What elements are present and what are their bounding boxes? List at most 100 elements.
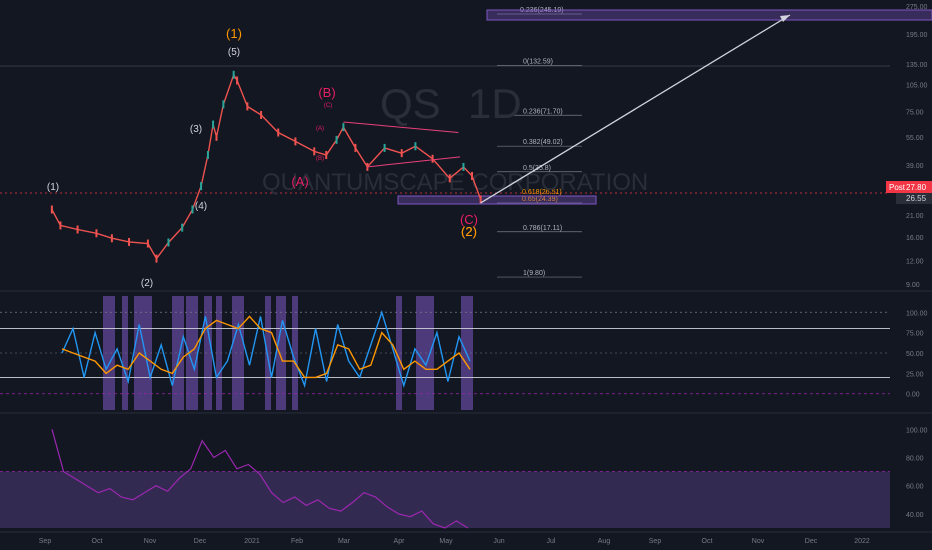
wave-label: (5) — [228, 47, 240, 58]
time-tick-label: Apr — [394, 538, 406, 545]
price-series — [50, 70, 482, 263]
time-tick-label: 2021 — [244, 538, 260, 545]
price-tick-label: 21.00 — [906, 213, 924, 220]
candle — [260, 110, 263, 119]
candle — [167, 238, 170, 247]
time-tick-label: Dec — [805, 538, 818, 545]
indicator-tick-label: 100.00 — [906, 427, 928, 434]
signal-band — [103, 296, 115, 410]
candle — [354, 143, 357, 152]
projection-arrowhead — [780, 15, 790, 22]
time-tick-label: Aug — [598, 538, 611, 545]
candle — [325, 150, 328, 159]
candle — [294, 137, 297, 146]
candle — [155, 254, 158, 263]
signal-band — [204, 296, 212, 410]
candle — [414, 142, 417, 151]
indicator-tick-label: 60.00 — [906, 484, 924, 491]
candle — [222, 100, 225, 109]
time-tick-label: Sep — [39, 538, 52, 545]
triangle-upper — [343, 121, 459, 134]
price-tick-label: 195.00 — [906, 32, 928, 39]
candle — [335, 135, 338, 144]
price-tick-label: 9.00 — [906, 282, 920, 289]
price-tick-label: 105.00 — [906, 82, 928, 89]
candle — [110, 234, 113, 243]
wave-label: (A) — [291, 174, 308, 189]
last-price: 26.55 — [906, 194, 927, 203]
wave-label: (2) — [141, 278, 153, 289]
target-zone — [486, 9, 932, 21]
wave-label: (C) — [460, 212, 478, 227]
candle — [342, 123, 345, 132]
candle — [191, 205, 194, 214]
fib-label: 0.382(49.02) — [523, 139, 563, 146]
candle — [246, 102, 249, 111]
indicator-tick-label: 80.00 — [906, 455, 924, 462]
sub-wave-label: (A) — [316, 126, 324, 132]
candle — [212, 120, 215, 129]
fib-label: 0.618(26.51) — [522, 189, 562, 196]
time-tick-label: 2022 — [854, 538, 870, 545]
oscillator-pane[interactable]: 100.00 75.00 50.00 25.00 0.00 — [0, 296, 928, 410]
candle — [236, 76, 239, 85]
wave-label: (4) — [195, 201, 207, 212]
price-pane[interactable]: 0.236(245.19)0(132.59)0.236(71.70)0.382(… — [0, 4, 932, 533]
sub-wave-label: (C) — [324, 103, 332, 109]
wave-label: (1) — [47, 182, 59, 193]
candle — [479, 195, 482, 204]
price-axis: 275.00195.00135.00105.0075.0055.0039.003… — [906, 4, 928, 289]
price-label-name: Post — [889, 183, 906, 192]
fib-label: 0.65(24.39) — [522, 196, 558, 203]
projection-arrow — [480, 14, 791, 204]
time-tick-label: Jun — [493, 538, 504, 545]
candle — [95, 229, 98, 238]
time-tick-label: Oct — [92, 538, 103, 545]
watermark: QS — [380, 80, 441, 127]
candle — [215, 132, 218, 141]
signal-band — [216, 296, 222, 410]
candle — [400, 149, 403, 158]
triangle-lower — [367, 156, 461, 168]
time-tick-label: Nov — [144, 538, 157, 545]
candle — [462, 162, 465, 171]
candle — [431, 154, 434, 163]
time-tick-label: Oct — [702, 538, 713, 545]
signal-band — [265, 296, 271, 410]
price-label-value: 27.80 — [906, 183, 927, 192]
time-axis: Sep Oct Nov Dec 2021 Feb Mar Apr May Jun Jul Aug Sep… — [39, 538, 870, 545]
price-tick-label: 55.00 — [906, 135, 924, 142]
candle — [232, 70, 235, 79]
signal-band — [232, 296, 244, 410]
projection-line — [480, 14, 791, 204]
price-path — [51, 73, 482, 260]
time-tick-label: Sep — [649, 538, 662, 545]
time-tick-label: May — [439, 538, 453, 545]
indicator-line — [51, 429, 469, 529]
osc-tick-label: 50.00 — [906, 351, 924, 358]
wave-label: (B) — [318, 85, 335, 100]
time-tick-label: Feb — [291, 538, 303, 545]
time-tick-label: Jul — [547, 538, 556, 545]
sub-wave-label: (B) — [316, 156, 324, 162]
candle — [146, 239, 149, 248]
wave-label: (2) — [461, 224, 477, 239]
candle — [206, 150, 209, 159]
osc-tick-label: 100.00 — [906, 310, 928, 317]
price-tick-label: 39.00 — [906, 163, 924, 170]
price-tick-label: 12.00 — [906, 259, 924, 266]
candle — [59, 221, 62, 230]
fib-label: 0(132.59) — [523, 58, 553, 65]
fib-label: 0.236(71.70) — [523, 108, 563, 115]
candle — [181, 223, 184, 232]
price-tick-label: 16.00 — [906, 235, 924, 242]
indicator-pane[interactable]: 100.00 80.00 60.00 40.00 — [0, 427, 928, 529]
indicator-zone — [0, 471, 890, 528]
candle — [277, 128, 280, 137]
oscillator-line-D — [61, 315, 471, 379]
fib-label: 0.786(17.11) — [523, 225, 562, 232]
time-tick-label: Nov — [752, 538, 765, 545]
candle — [383, 143, 386, 152]
signal-band — [396, 296, 402, 410]
